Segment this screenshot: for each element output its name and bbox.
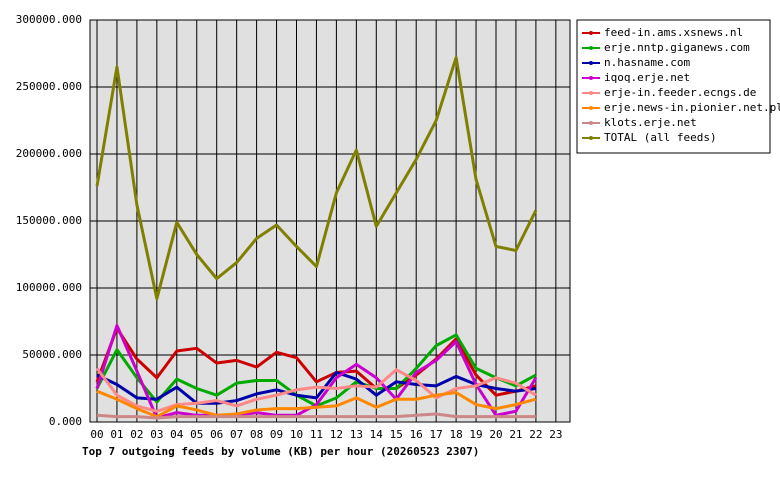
x-tick-label: 16 [410,428,423,441]
x-tick-label: 11 [310,428,323,441]
legend-marker [589,106,593,110]
x-tick-label: 06 [210,428,223,441]
x-tick-label: 08 [250,428,263,441]
y-tick-label: 0.000 [49,415,82,428]
x-tick-label: 07 [230,428,243,441]
x-tick-label: 09 [270,428,283,441]
x-tick-label: 15 [390,428,403,441]
chart-title: Top 7 outgoing feeds by volume (KB) per … [82,445,479,458]
series-line [95,367,537,413]
x-tick-label: 10 [290,428,303,441]
series-line [96,412,536,420]
y-tick-label: 150000.000 [16,214,82,227]
x-tick-label: 01 [110,428,123,441]
y-tick-label: 50000.000 [22,348,82,361]
y-tick-label: 100000.000 [16,281,82,294]
x-tick-label: 21 [509,428,522,441]
x-tick-label: 19 [469,428,482,441]
x-tick-label: 14 [370,428,384,441]
series-line [95,324,538,420]
series-line [96,389,537,419]
x-tick-label: 13 [350,428,363,441]
y-tick-label: 200000.000 [16,147,82,160]
x-tick-label: 00 [90,428,103,441]
series-line [95,56,538,301]
legend-marker [589,76,593,80]
legend-label: erje-in.feeder.ecngs.de [604,86,756,99]
legend-label: iqoq.erje.net [604,71,690,84]
y-tick-label: 300000.000 [16,13,82,26]
legend-marker [589,121,593,125]
x-tick-label: 22 [529,428,542,441]
x-tick-label: 12 [330,428,343,441]
legend-marker [589,61,593,65]
x-tick-label: 05 [190,428,203,441]
x-tick-label: 04 [170,428,184,441]
legend-marker [589,91,593,95]
legend-label: erje.news-in.pionier.net.pl [604,101,780,114]
legend-marker [589,31,593,35]
legend-marker [589,136,593,140]
legend-box [576,19,771,154]
plot-frame [89,19,571,423]
legend-label: klots.erje.net [604,116,697,129]
series-line [96,370,537,405]
x-tick-label: 17 [430,428,443,441]
legend-marker [589,46,593,50]
x-tick-label: 03 [150,428,163,441]
x-tick-label: 18 [449,428,462,441]
x-tick-label: 23 [549,428,562,441]
y-tick-label: 250000.000 [16,80,82,93]
x-tick-label: 02 [130,428,143,441]
legend-label: TOTAL (all feeds) [604,131,717,144]
x-tick-label: 20 [489,428,502,441]
series-line [95,326,537,397]
legend-label: n.hasname.com [604,56,690,69]
legend-label: feed-in.ams.xsnews.nl [604,26,743,39]
legend-label: erje.nntp.giganews.com [604,41,750,54]
